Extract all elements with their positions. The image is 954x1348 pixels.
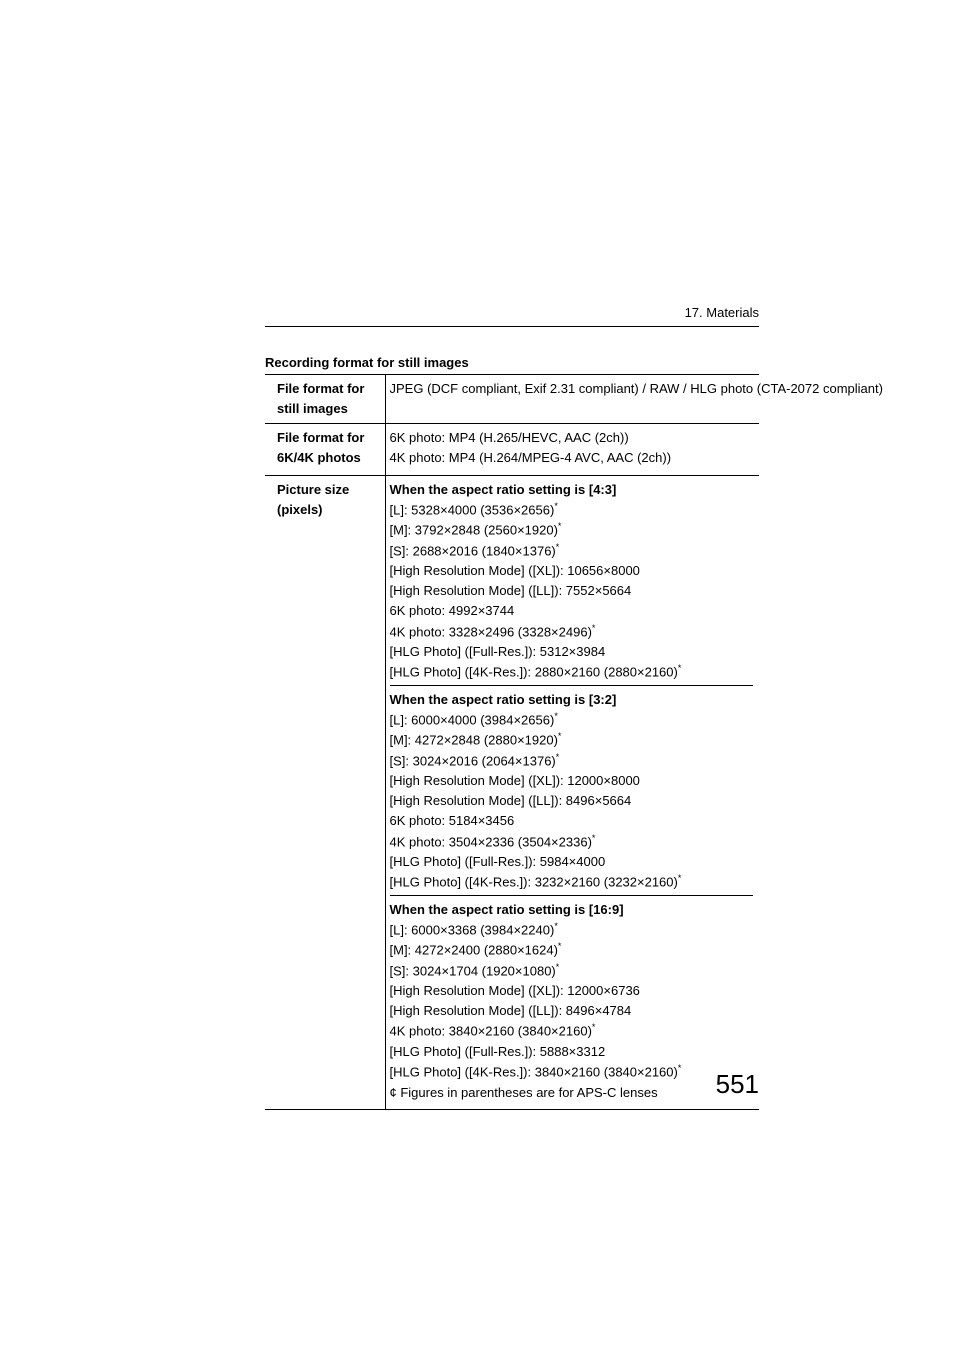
value-block: 6K photo: MP4 (H.265/HEVC, AAC (2ch))4K … xyxy=(390,428,754,470)
value-line: [HLG Photo] ([4K-Res.]): 3232×2160 (3232… xyxy=(390,872,754,892)
block-heading: When the aspect ratio setting is [4:3] xyxy=(390,480,754,500)
value-line: [High Resolution Mode] ([LL]): 7552×5664 xyxy=(390,581,754,601)
table-row: Picture size (pixels)When the aspect rat… xyxy=(265,475,759,1109)
spec-table-body: File format for still imagesJPEG (DCF co… xyxy=(265,375,759,1109)
value-line: [HLG Photo] ([Full-Res.]): 5312×3984 xyxy=(390,642,754,662)
chapter-header: 17. Materials xyxy=(265,305,759,327)
value-line: [S]: 3024×1704 (1920×1080)* xyxy=(390,961,754,981)
row-label: File format for still images xyxy=(265,375,385,424)
value-line: [M]: 3792×2848 (2560×1920)* xyxy=(390,520,754,540)
value-line: [High Resolution Mode] ([XL]): 10656×800… xyxy=(390,561,754,581)
value-line: [S]: 3024×2016 (2064×1376)* xyxy=(390,751,754,771)
table-row: File format for 6K/4K photos6K photo: MP… xyxy=(265,424,759,475)
value-line: [HLG Photo] ([Full-Res.]): 5984×4000 xyxy=(390,852,754,872)
section-title: Recording format for still images xyxy=(265,355,759,375)
value-line: [L]: 5328×4000 (3536×2656)* xyxy=(390,500,754,520)
row-label: Picture size (pixels) xyxy=(265,475,385,1109)
value-block: When the aspect ratio setting is [4:3][L… xyxy=(390,480,754,685)
row-value: 6K photo: MP4 (H.265/HEVC, AAC (2ch))4K … xyxy=(385,424,759,475)
table-row: File format for still imagesJPEG (DCF co… xyxy=(265,375,759,424)
value-line: 4K photo: 3328×2496 (3328×2496)* xyxy=(390,622,754,642)
value-line: [High Resolution Mode] ([XL]): 12000×673… xyxy=(390,981,754,1001)
spec-table: File format for still imagesJPEG (DCF co… xyxy=(265,375,759,1110)
value-line: [S]: 2688×2016 (1840×1376)* xyxy=(390,541,754,561)
value-line: 6K photo: 5184×3456 xyxy=(390,811,754,831)
page: 17. Materials Recording format for still… xyxy=(0,0,954,1348)
value-line: [M]: 4272×2400 (2880×1624)* xyxy=(390,940,754,960)
value-block: When the aspect ratio setting is [3:2][L… xyxy=(390,685,754,895)
value-line: [High Resolution Mode] ([LL]): 8496×5664 xyxy=(390,791,754,811)
row-value: JPEG (DCF compliant, Exif 2.31 compliant… xyxy=(385,375,759,424)
page-number: 551 xyxy=(716,1069,759,1100)
value-line: 6K photo: MP4 (H.265/HEVC, AAC (2ch)) xyxy=(390,428,754,448)
value-line: [L]: 6000×3368 (3984×2240)* xyxy=(390,920,754,940)
value-line: [HLG Photo] ([4K-Res.]): 3840×2160 (3840… xyxy=(390,1062,754,1082)
block-heading: When the aspect ratio setting is [3:2] xyxy=(390,690,754,710)
value-line: [L]: 6000×4000 (3984×2656)* xyxy=(390,710,754,730)
value-line: JPEG (DCF compliant, Exif 2.31 compliant… xyxy=(390,379,754,399)
value-block: When the aspect ratio setting is [16:9][… xyxy=(390,895,754,1105)
value-line: [M]: 4272×2848 (2880×1920)* xyxy=(390,730,754,750)
value-line: [High Resolution Mode] ([LL]): 8496×4784 xyxy=(390,1001,754,1021)
block-heading: When the aspect ratio setting is [16:9] xyxy=(390,900,754,920)
value-line: 4K photo: 3840×2160 (3840×2160)* xyxy=(390,1021,754,1041)
row-value: When the aspect ratio setting is [4:3][L… xyxy=(385,475,759,1109)
value-line: [HLG Photo] ([Full-Res.]): 5888×3312 xyxy=(390,1042,754,1062)
value-line: 4K photo: MP4 (H.264/MPEG-4 AVC, AAC (2c… xyxy=(390,448,754,468)
value-line: 6K photo: 4992×3744 xyxy=(390,601,754,621)
value-line: [HLG Photo] ([4K-Res.]): 2880×2160 (2880… xyxy=(390,662,754,682)
value-block: JPEG (DCF compliant, Exif 2.31 compliant… xyxy=(390,379,754,401)
footnote: ¢ Figures in parentheses are for APS-C l… xyxy=(390,1083,754,1103)
row-label: File format for 6K/4K photos xyxy=(265,424,385,475)
value-line: 4K photo: 3504×2336 (3504×2336)* xyxy=(390,832,754,852)
value-line: [High Resolution Mode] ([XL]): 12000×800… xyxy=(390,771,754,791)
